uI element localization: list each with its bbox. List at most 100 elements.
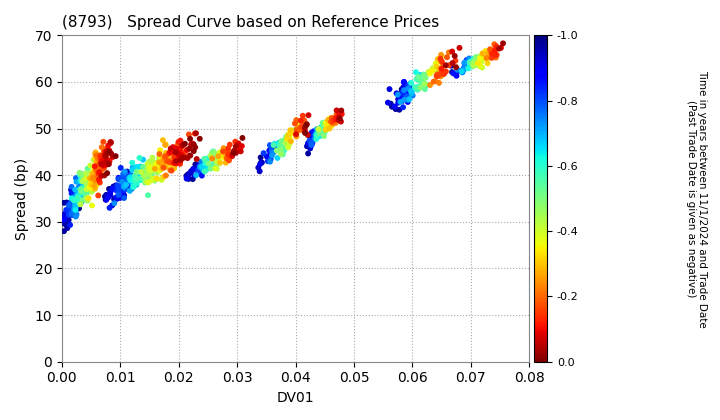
- Point: [82, 188, 94, 195]
- Point: [70, 207, 81, 213]
- Point: [172, 142, 184, 148]
- Point: [402, 82, 413, 89]
- Point: [412, 86, 423, 93]
- Point: [179, 140, 191, 147]
- Point: [285, 129, 297, 136]
- Point: [127, 184, 139, 190]
- Point: [170, 158, 181, 165]
- Point: [192, 168, 204, 175]
- Point: [118, 191, 130, 198]
- Point: [169, 153, 181, 160]
- Point: [486, 50, 498, 57]
- Point: [124, 176, 135, 182]
- Point: [178, 154, 189, 161]
- Point: [436, 65, 447, 72]
- Point: [89, 171, 101, 177]
- Point: [58, 216, 70, 223]
- Point: [155, 165, 166, 171]
- Point: [118, 194, 130, 201]
- Point: [440, 68, 451, 75]
- Point: [289, 126, 300, 133]
- Point: [94, 166, 105, 173]
- Point: [85, 162, 96, 169]
- Point: [427, 65, 438, 71]
- Point: [147, 176, 158, 182]
- Point: [482, 55, 493, 61]
- Point: [217, 150, 229, 157]
- Point: [410, 69, 422, 76]
- Point: [409, 84, 420, 91]
- Point: [220, 159, 231, 166]
- Point: [104, 192, 116, 198]
- Point: [105, 189, 117, 195]
- Point: [121, 168, 132, 175]
- Point: [318, 125, 329, 131]
- Point: [192, 162, 204, 168]
- Point: [81, 197, 93, 204]
- Point: [158, 158, 170, 164]
- Point: [171, 147, 183, 154]
- Point: [192, 168, 203, 175]
- Point: [490, 54, 502, 61]
- Point: [86, 175, 98, 182]
- Point: [175, 158, 186, 164]
- Point: [199, 161, 211, 168]
- Point: [136, 171, 148, 178]
- Point: [418, 72, 430, 79]
- Point: [102, 170, 113, 176]
- Point: [449, 58, 461, 64]
- Point: [127, 176, 139, 182]
- Point: [307, 128, 319, 135]
- Point: [63, 211, 75, 218]
- Point: [277, 144, 289, 150]
- Point: [86, 185, 98, 192]
- Point: [165, 167, 176, 173]
- Point: [431, 63, 442, 70]
- Point: [299, 117, 310, 124]
- Point: [418, 71, 429, 78]
- Point: [291, 127, 302, 134]
- Point: [170, 152, 181, 159]
- Point: [397, 88, 408, 94]
- Point: [398, 97, 410, 103]
- Point: [104, 140, 116, 147]
- Point: [474, 63, 486, 70]
- Point: [140, 178, 152, 185]
- Point: [127, 173, 138, 180]
- Point: [174, 146, 186, 153]
- Point: [181, 173, 192, 179]
- Point: [151, 159, 163, 166]
- Point: [71, 202, 82, 209]
- Point: [120, 186, 131, 192]
- Point: [498, 40, 509, 47]
- Point: [114, 190, 125, 197]
- Point: [88, 180, 99, 186]
- Point: [113, 184, 125, 190]
- Point: [65, 199, 76, 206]
- Point: [464, 55, 475, 62]
- Point: [168, 149, 179, 155]
- Point: [302, 131, 313, 138]
- Point: [73, 184, 85, 191]
- Point: [187, 165, 199, 172]
- Point: [411, 76, 423, 82]
- Point: [435, 73, 446, 80]
- Point: [167, 149, 179, 155]
- Point: [98, 162, 109, 168]
- Point: [191, 156, 202, 163]
- Point: [397, 90, 408, 97]
- Point: [434, 71, 446, 78]
- Point: [315, 126, 326, 132]
- Point: [328, 117, 339, 124]
- Point: [478, 55, 490, 62]
- Point: [181, 155, 193, 161]
- Point: [312, 131, 323, 138]
- Point: [229, 147, 240, 154]
- Point: [92, 160, 104, 166]
- Point: [78, 173, 89, 180]
- Point: [322, 123, 333, 129]
- Point: [77, 185, 89, 192]
- Y-axis label: Spread (bp): Spread (bp): [15, 158, 29, 239]
- Point: [208, 161, 220, 168]
- Point: [143, 192, 154, 199]
